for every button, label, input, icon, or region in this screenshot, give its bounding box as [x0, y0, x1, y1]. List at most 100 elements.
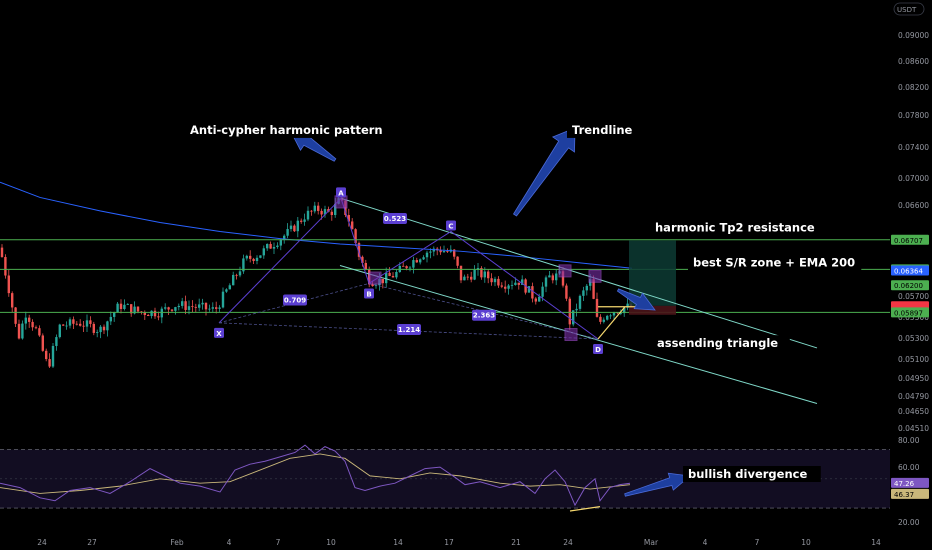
candle-body [459, 265, 463, 281]
rsi-annotation-text: bullish divergence [688, 467, 807, 481]
candle-body [602, 319, 605, 322]
candle-body [126, 304, 129, 305]
candle-body [354, 229, 357, 243]
time-tick-label: 24 [563, 538, 573, 547]
candle-body [130, 304, 133, 314]
annotation-labels: X A B C D 0.523 0.709 2.363 1.214 Anti-cypher har… [185, 121, 862, 482]
candle-body [538, 296, 541, 302]
candle-body [412, 260, 415, 268]
candle-body [181, 301, 184, 306]
candle-body [276, 245, 279, 248]
candle-body [609, 315, 612, 317]
candle-body [262, 248, 265, 256]
candle-body [463, 276, 466, 281]
candle-body [92, 323, 95, 333]
annotation-bg [650, 219, 824, 236]
candle-body [194, 306, 197, 308]
candle-body [527, 286, 531, 293]
pivot-highlight-box [558, 264, 572, 278]
candle-body [364, 262, 367, 270]
candle-body [7, 275, 10, 294]
candle-body [187, 306, 191, 310]
annotation-text: best S/R zone + EMA 200 [693, 256, 855, 270]
candle-body [534, 298, 537, 302]
candle-body [157, 316, 160, 318]
candle-body [102, 326, 106, 331]
candle-body [330, 211, 333, 215]
candle-body [507, 285, 510, 289]
rsi-tick-label: 80.00 [898, 436, 920, 445]
candle-body [521, 279, 524, 285]
candle-body [439, 250, 442, 253]
candle-body [374, 285, 378, 287]
candle-body [0, 247, 4, 258]
currency-badge[interactable]: USDT [893, 2, 925, 16]
candle-body [323, 209, 327, 215]
price-tick-label: 0.07800 [898, 111, 929, 120]
price-badge [891, 280, 929, 291]
candle-body [106, 321, 109, 331]
time-tick-label: 10 [801, 538, 811, 547]
candle-body [198, 304, 201, 308]
price-tick-label: 0.05700 [898, 292, 929, 301]
harmonic-point-label: A [338, 189, 344, 197]
candle-body [381, 278, 384, 284]
annotation-bg [683, 466, 821, 482]
price-axis[interactable]: 0.09000 0.08600 0.08200 0.07800 0.07400 0.070… [891, 31, 929, 527]
candle-body [177, 305, 180, 308]
candle-body [555, 273, 558, 281]
price-tick-label: 0.09000 [898, 31, 929, 40]
candle-body [221, 291, 225, 308]
channel-upper-line [340, 197, 818, 349]
candle-body [334, 203, 337, 215]
rsi-line [0, 444, 631, 507]
candle-body [371, 284, 374, 287]
candle-body [429, 251, 432, 253]
price-tick-label: 0.05100 [898, 355, 929, 364]
candle-body [123, 304, 126, 310]
candle-body [259, 255, 262, 258]
position-target-zone [629, 240, 676, 306]
candle-body [38, 328, 41, 336]
fib-ratio-label: 0.523 [384, 215, 406, 223]
candle-body [480, 268, 483, 278]
candle-body [85, 320, 89, 327]
candle-body [65, 325, 68, 327]
fib-ratio-badge [283, 294, 307, 306]
annotation-bg [688, 254, 862, 271]
pivot-highlight-box [368, 271, 382, 285]
candle-body [191, 306, 194, 308]
candle-body [544, 277, 548, 287]
candle-body [419, 259, 422, 263]
harmonic-point-badge [593, 343, 603, 354]
candle-body [303, 219, 306, 222]
candle-body [585, 285, 588, 291]
candle-body [517, 282, 520, 285]
candle-body [388, 272, 391, 276]
candle-body [497, 278, 500, 286]
time-axis[interactable]: 24 27 Feb 4 7 10 14 17 21 24 Mar 4 7 10 14 [37, 538, 881, 547]
candle-body [473, 269, 476, 280]
candle-body [599, 316, 602, 322]
candle-body [487, 271, 490, 279]
candle-body [11, 293, 14, 308]
time-tick-label: 17 [444, 538, 454, 547]
pivot-highlight-box [334, 195, 348, 209]
candle-body [116, 303, 119, 313]
candle-body [143, 312, 146, 316]
candle-body [55, 337, 58, 346]
pivot-highlight-box [588, 269, 602, 283]
candle-body [89, 320, 92, 324]
price-badge [891, 307, 929, 318]
candle-body [34, 327, 38, 329]
fib-ratio-label: 1.214 [398, 326, 420, 334]
time-tick-label: 7 [276, 538, 281, 547]
fib-ratio-badge [472, 309, 496, 321]
candle-body [24, 317, 27, 324]
rsi-tick-label: 20.00 [898, 518, 920, 527]
candle-body [147, 315, 150, 317]
candle-body [136, 306, 140, 312]
price-badge-label: 0.05897 [894, 309, 923, 317]
currency-pill [893, 2, 925, 16]
